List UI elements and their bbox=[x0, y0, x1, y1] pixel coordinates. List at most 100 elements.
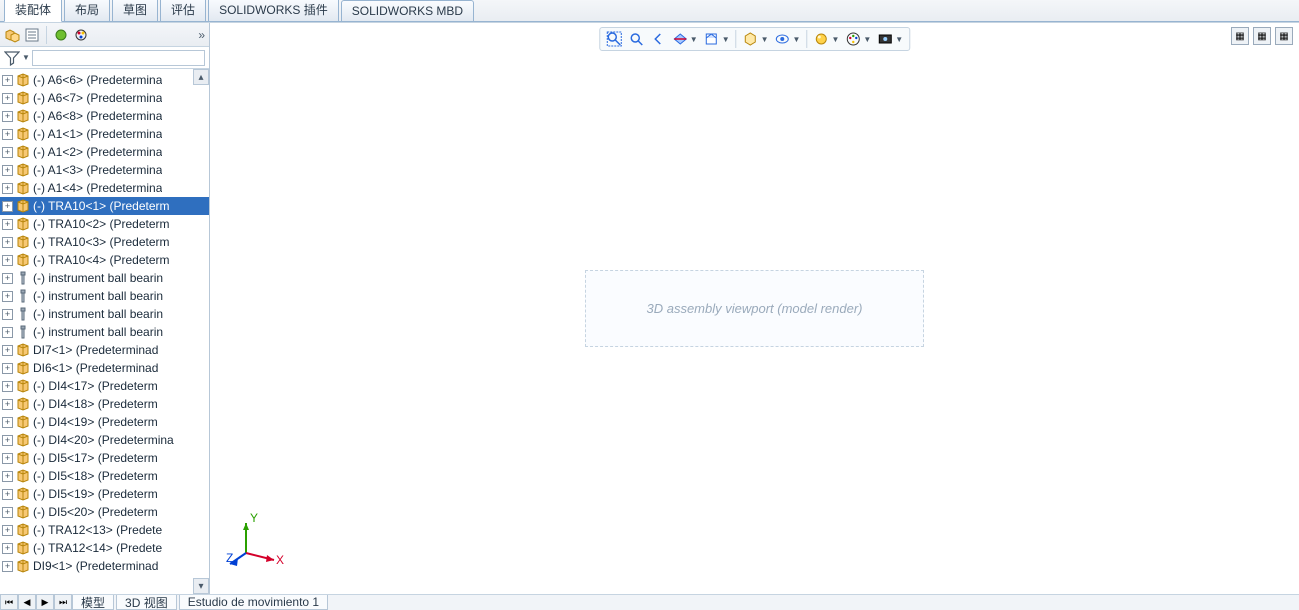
graphics-viewport[interactable]: 3D assembly viewport (model render) ▼ ▼ ▼ ▼… bbox=[210, 23, 1299, 594]
tree-row[interactable]: +(-) TRA10<2> (Predeterm bbox=[0, 215, 209, 233]
tree-expand-icon[interactable]: + bbox=[2, 363, 13, 374]
tree-expand-icon[interactable]: + bbox=[2, 201, 13, 212]
tree-row[interactable]: +DI9<1> (Predeterminad bbox=[0, 557, 209, 575]
tree-row[interactable]: +(-) DI5<17> (Predeterm bbox=[0, 449, 209, 467]
tree-row[interactable]: +(-) instrument ball bearin bbox=[0, 269, 209, 287]
panel-b-icon[interactable]: ▦ bbox=[1253, 27, 1271, 45]
bottom-scroll-prev[interactable]: ◀ bbox=[18, 594, 36, 610]
appearance-mgr-icon[interactable] bbox=[73, 27, 89, 43]
tree-expand-icon[interactable]: + bbox=[2, 75, 13, 86]
tree-expand-icon[interactable]: + bbox=[2, 129, 13, 140]
sidebar-overflow-icon[interactable]: » bbox=[198, 28, 205, 42]
tree-row[interactable]: +(-) DI4<17> (Predeterm bbox=[0, 377, 209, 395]
tree-expand-icon[interactable]: + bbox=[2, 219, 13, 230]
hide-show-icon[interactable] bbox=[775, 31, 791, 47]
tree-row[interactable]: +(-) A1<1> (Predetermina bbox=[0, 125, 209, 143]
tree-row[interactable]: +(-) A6<8> (Predetermina bbox=[0, 107, 209, 125]
tree-row[interactable]: +(-) A1<3> (Predetermina bbox=[0, 161, 209, 179]
filter-dropdown-icon[interactable]: ▼ bbox=[22, 53, 30, 62]
display-mgr-icon[interactable] bbox=[53, 27, 69, 43]
bottom-tab-1[interactable]: 3D 视图 bbox=[116, 595, 177, 610]
zoom-area-icon[interactable] bbox=[628, 31, 644, 47]
panel-a-icon[interactable]: ▦ bbox=[1231, 27, 1249, 45]
tree-expand-icon[interactable]: + bbox=[2, 453, 13, 464]
display-style-icon[interactable] bbox=[743, 31, 759, 47]
tree-row[interactable]: +(-) TRA12<14> (Predete bbox=[0, 539, 209, 557]
cmdmgr-tab-3[interactable]: 评估 bbox=[160, 0, 206, 21]
tree-expand-icon[interactable]: + bbox=[2, 381, 13, 392]
cmdmgr-tab-2[interactable]: 草图 bbox=[112, 0, 158, 21]
tree-expand-icon[interactable]: + bbox=[2, 561, 13, 572]
tree-row[interactable]: +(-) TRA10<3> (Predeterm bbox=[0, 233, 209, 251]
cmdmgr-tab-4[interactable]: SOLIDWORKS 插件 bbox=[208, 0, 339, 21]
tree-expand-icon[interactable]: + bbox=[2, 507, 13, 518]
tree-row[interactable]: +(-) TRA12<13> (Predete bbox=[0, 521, 209, 539]
tree-row[interactable]: +(-) instrument ball bearin bbox=[0, 323, 209, 341]
tree-expand-icon[interactable]: + bbox=[2, 471, 13, 482]
tree-row[interactable]: +(-) instrument ball bearin bbox=[0, 287, 209, 305]
tree-expand-icon[interactable]: + bbox=[2, 399, 13, 410]
hide-show-icon-dropdown[interactable]: ▼ bbox=[793, 35, 801, 44]
tree-expand-icon[interactable]: + bbox=[2, 327, 13, 338]
cmdmgr-tab-0[interactable]: 装配体 bbox=[4, 0, 62, 22]
bottom-scroll-first[interactable]: ⏮ bbox=[0, 594, 18, 610]
model-canvas[interactable]: 3D assembly viewport (model render) bbox=[210, 23, 1299, 594]
tree-expand-icon[interactable]: + bbox=[2, 291, 13, 302]
tree-expand-icon[interactable]: + bbox=[2, 543, 13, 554]
tree-row[interactable]: +(-) A1<4> (Predetermina bbox=[0, 179, 209, 197]
bottom-scroll-next[interactable]: ▶ bbox=[36, 594, 54, 610]
tree-row[interactable]: +(-) DI4<20> (Predetermina bbox=[0, 431, 209, 449]
zoom-fit-icon[interactable] bbox=[606, 31, 622, 47]
filter-icon[interactable] bbox=[4, 50, 20, 66]
tree-expand-icon[interactable]: + bbox=[2, 255, 13, 266]
tree-row[interactable]: +(-) A1<2> (Predetermina bbox=[0, 143, 209, 161]
tree-row[interactable]: +(-) DI4<18> (Predeterm bbox=[0, 395, 209, 413]
tree-row[interactable]: +(-) DI5<18> (Predeterm bbox=[0, 467, 209, 485]
tree-row[interactable]: +DI7<1> (Predeterminad bbox=[0, 341, 209, 359]
tree-row[interactable]: +(-) DI4<19> (Predeterm bbox=[0, 413, 209, 431]
tree-expand-icon[interactable]: + bbox=[2, 273, 13, 284]
tree-expand-icon[interactable]: + bbox=[2, 183, 13, 194]
tree-expand-icon[interactable]: + bbox=[2, 309, 13, 320]
tree-expand-icon[interactable]: + bbox=[2, 237, 13, 248]
appearance-icon-dropdown[interactable]: ▼ bbox=[863, 35, 871, 44]
panel-c-icon[interactable]: ▦ bbox=[1275, 27, 1293, 45]
tree-row[interactable]: +(-) TRA10<1> (Predeterm bbox=[0, 197, 209, 215]
tree-scroll-down[interactable]: ▾ bbox=[193, 578, 209, 594]
display-style-icon-dropdown[interactable]: ▼ bbox=[761, 35, 769, 44]
tree-expand-icon[interactable]: + bbox=[2, 147, 13, 158]
bottom-tab-2[interactable]: Estudio de movimiento 1 bbox=[179, 595, 328, 610]
view-orient-icon-dropdown[interactable]: ▼ bbox=[722, 35, 730, 44]
render-icon-dropdown[interactable]: ▼ bbox=[895, 35, 903, 44]
tree-row[interactable]: +(-) A6<7> (Predetermina bbox=[0, 89, 209, 107]
bottom-tab-0[interactable]: 模型 bbox=[72, 595, 114, 610]
view-orient-icon[interactable] bbox=[704, 31, 720, 47]
section-icon-dropdown[interactable]: ▼ bbox=[690, 35, 698, 44]
tree-row[interactable]: +(-) TRA10<4> (Predeterm bbox=[0, 251, 209, 269]
scene-icon[interactable] bbox=[813, 31, 829, 47]
tree-scroll-up[interactable]: ▴ bbox=[193, 69, 209, 85]
feature-mgr-icon[interactable] bbox=[24, 27, 40, 43]
tree-expand-icon[interactable]: + bbox=[2, 435, 13, 446]
tree-row[interactable]: +(-) instrument ball bearin bbox=[0, 305, 209, 323]
scene-icon-dropdown[interactable]: ▼ bbox=[831, 35, 839, 44]
tree-expand-icon[interactable]: + bbox=[2, 525, 13, 536]
prev-view-icon[interactable] bbox=[650, 31, 666, 47]
cmdmgr-tab-1[interactable]: 布局 bbox=[64, 0, 110, 21]
render-icon[interactable] bbox=[877, 31, 893, 47]
assembly-icon[interactable] bbox=[4, 27, 20, 43]
orientation-triad[interactable]: Y X Z bbox=[226, 508, 286, 568]
tree-expand-icon[interactable]: + bbox=[2, 111, 13, 122]
tree-expand-icon[interactable]: + bbox=[2, 165, 13, 176]
tree-row[interactable]: +(-) DI5<19> (Predeterm bbox=[0, 485, 209, 503]
tree-expand-icon[interactable]: + bbox=[2, 345, 13, 356]
tree-expand-icon[interactable]: + bbox=[2, 489, 13, 500]
tree-row[interactable]: +(-) DI5<20> (Predeterm bbox=[0, 503, 209, 521]
tree-expand-icon[interactable]: + bbox=[2, 93, 13, 104]
cmdmgr-tab-5[interactable]: SOLIDWORKS MBD bbox=[341, 0, 474, 21]
appearance-icon[interactable] bbox=[845, 31, 861, 47]
bottom-scroll-last[interactable]: ⏭ bbox=[54, 594, 72, 610]
section-icon[interactable] bbox=[672, 31, 688, 47]
tree-expand-icon[interactable]: + bbox=[2, 417, 13, 428]
filter-input[interactable] bbox=[32, 50, 205, 66]
